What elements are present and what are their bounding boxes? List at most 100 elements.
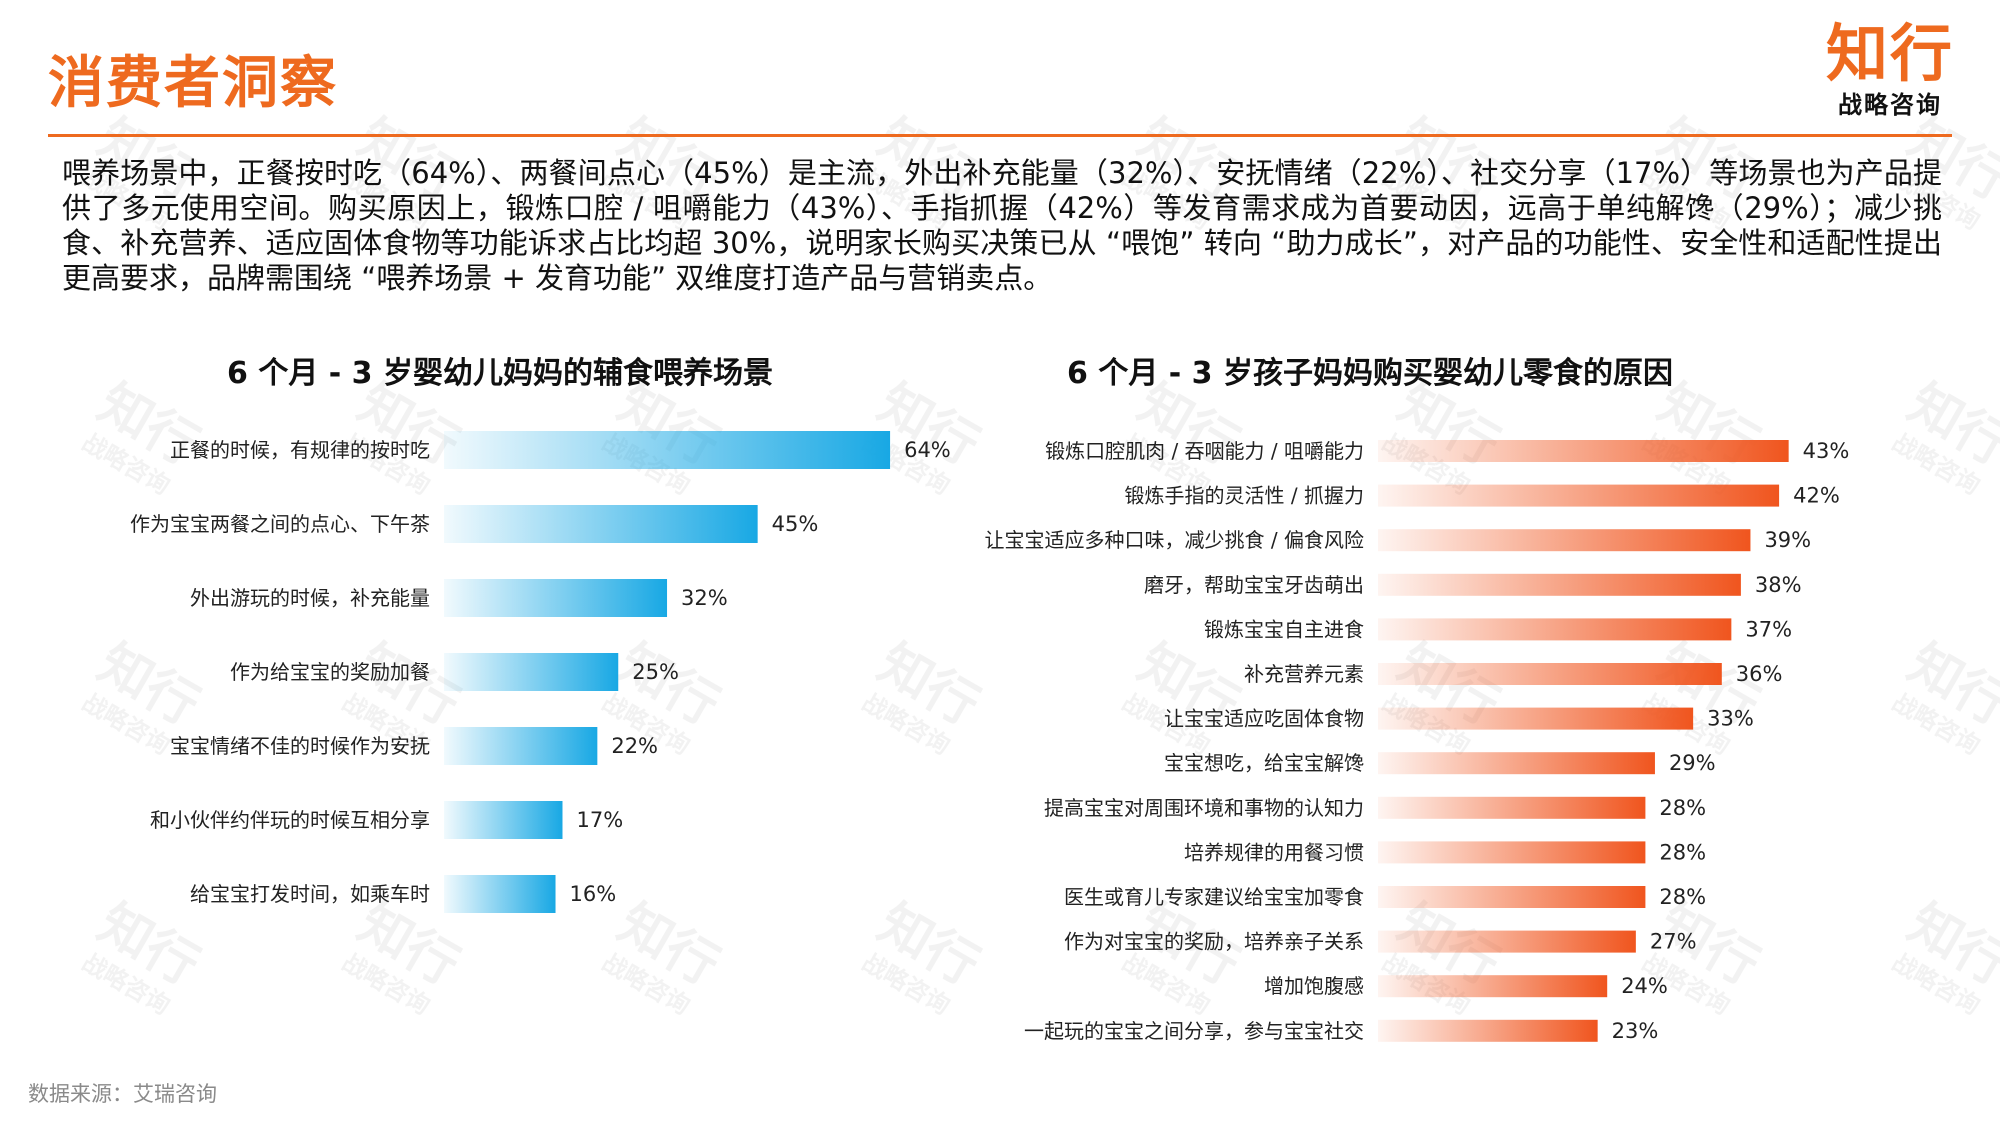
svg-text:知行: 知行 bbox=[1898, 633, 2000, 737]
logo-main-text: 知行 bbox=[1825, 17, 1954, 90]
data-label: 28% bbox=[1659, 796, 1706, 820]
data-label: 25% bbox=[632, 660, 679, 684]
page-title: 消费者洞察 bbox=[48, 51, 338, 116]
data-label: 17% bbox=[576, 808, 623, 832]
bar bbox=[444, 431, 891, 469]
data-label: 27% bbox=[1650, 930, 1697, 954]
data-label: 24% bbox=[1621, 974, 1668, 998]
svg-text:战略咨询: 战略咨询 bbox=[1637, 688, 1734, 760]
svg-text:战略咨询: 战略咨询 bbox=[857, 428, 954, 500]
svg-text:战略咨询: 战略咨询 bbox=[1887, 948, 1984, 1020]
svg-text:知行: 知行 bbox=[348, 893, 468, 997]
category-label: 增加饱腹感 bbox=[1264, 974, 1364, 998]
category-label: 和小伙伴约伴玩的时候互相分享 bbox=[150, 808, 430, 832]
svg-text:知行: 知行 bbox=[868, 633, 988, 737]
data-label: 39% bbox=[1764, 528, 1811, 552]
svg-text:战略咨询: 战略咨询 bbox=[1637, 428, 1734, 500]
category-label: 锻炼宝宝自主进食 bbox=[1204, 617, 1364, 641]
data-label: 36% bbox=[1736, 662, 1783, 686]
svg-text:战略咨询: 战略咨询 bbox=[597, 688, 694, 760]
data-label: 38% bbox=[1755, 573, 1802, 597]
bar bbox=[1378, 573, 1741, 596]
svg-text:知行: 知行 bbox=[608, 893, 728, 997]
svg-text:知行: 知行 bbox=[1648, 893, 1768, 997]
svg-text:知行: 知行 bbox=[608, 633, 728, 737]
svg-text:战略咨询: 战略咨询 bbox=[597, 948, 694, 1020]
bar bbox=[1378, 752, 1655, 775]
category-label: 锻炼口腔肌肉 / 吞咽能力 / 咀嚼能力 bbox=[1045, 439, 1364, 463]
svg-text:战略咨询: 战略咨询 bbox=[77, 688, 174, 760]
bar bbox=[1378, 618, 1732, 641]
category-label: 一起玩的宝宝之间分享，参与宝宝社交 bbox=[1024, 1019, 1364, 1043]
bar bbox=[1378, 707, 1694, 730]
data-label: 32% bbox=[681, 586, 728, 610]
category-label: 让宝宝适应吃固体食物 bbox=[1164, 707, 1364, 731]
bar bbox=[444, 727, 598, 765]
svg-text:战略咨询: 战略咨询 bbox=[857, 688, 954, 760]
data-label: 29% bbox=[1669, 751, 1716, 775]
svg-text:知行: 知行 bbox=[1388, 893, 1508, 997]
svg-text:战略咨询: 战略咨询 bbox=[1117, 428, 1214, 500]
data-label: 37% bbox=[1745, 617, 1792, 641]
category-label: 外出游玩的时候，补充能量 bbox=[190, 586, 430, 610]
svg-text:知行: 知行 bbox=[88, 373, 208, 477]
data-label: 43% bbox=[1803, 439, 1850, 463]
svg-text:战略咨询: 战略咨询 bbox=[1887, 428, 1984, 500]
category-label: 作为给宝宝的奖励加餐 bbox=[230, 660, 430, 684]
category-label: 宝宝想吃，给宝宝解馋 bbox=[1164, 751, 1364, 775]
bar bbox=[1378, 1019, 1598, 1042]
data-label: 33% bbox=[1707, 707, 1754, 731]
bar bbox=[1378, 975, 1608, 998]
svg-text:战略咨询: 战略咨询 bbox=[1377, 688, 1474, 760]
bar bbox=[444, 875, 556, 913]
data-label: 28% bbox=[1659, 885, 1706, 909]
svg-text:战略咨询: 战略咨询 bbox=[1377, 948, 1474, 1020]
summary-paragraph: 喂养场景中，正餐按时吃（64%）、两餐间点心（45%）是主流，外出补充能量（32… bbox=[62, 156, 1942, 295]
svg-text:战略咨询: 战略咨询 bbox=[857, 948, 954, 1020]
bar bbox=[444, 579, 668, 617]
svg-text:知行: 知行 bbox=[868, 373, 988, 477]
chart-title-purchase-reasons: 6 个月 - 3 岁孩子妈妈购买婴幼儿零食的原因 bbox=[1067, 356, 1673, 391]
svg-text:战略咨询: 战略咨询 bbox=[1637, 948, 1734, 1020]
svg-text:战略咨询: 战略咨询 bbox=[77, 948, 174, 1020]
bar bbox=[1378, 529, 1751, 552]
bar bbox=[444, 801, 563, 839]
bar bbox=[1378, 796, 1646, 819]
svg-text:知行: 知行 bbox=[88, 893, 208, 997]
data-label: 45% bbox=[772, 512, 819, 536]
bar bbox=[1378, 841, 1646, 864]
title-divider bbox=[48, 134, 1952, 137]
category-label: 正餐的时候，有规律的按时吃 bbox=[170, 438, 430, 462]
category-label: 补充营养元素 bbox=[1244, 662, 1364, 686]
data-label: 64% bbox=[904, 438, 951, 462]
svg-text:战略咨询: 战略咨询 bbox=[1887, 688, 1984, 760]
category-label: 让宝宝适应多种口味，减少挑食 / 偏食风险 bbox=[985, 528, 1364, 552]
svg-text:知行: 知行 bbox=[868, 893, 988, 997]
category-label: 给宝宝打发时间，如乘车时 bbox=[190, 882, 430, 906]
data-source-note: 数据来源：艾瑞咨询 bbox=[28, 1082, 217, 1106]
category-label: 宝宝情绪不佳的时候作为安抚 bbox=[170, 734, 430, 758]
data-label: 16% bbox=[570, 882, 617, 906]
bar bbox=[444, 505, 758, 543]
